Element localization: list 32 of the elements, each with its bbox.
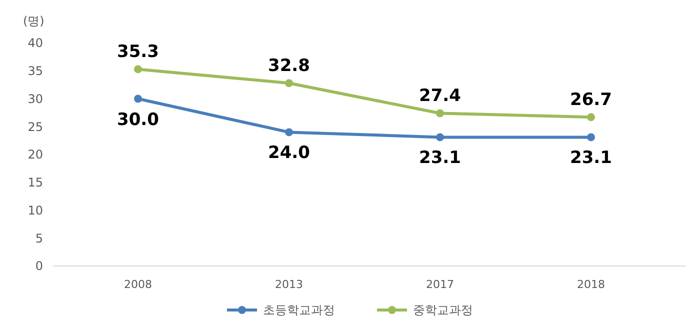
- y-tick-label: 10: [28, 203, 43, 218]
- data-label: 32.8: [268, 56, 310, 76]
- x-tick-label: 2017: [426, 278, 454, 291]
- point: [587, 133, 595, 142]
- point: [285, 128, 293, 136]
- data-label: 24.0: [268, 143, 310, 164]
- point: [285, 79, 293, 88]
- data-label: 23.1: [419, 148, 461, 168]
- legend-label: 중학교과정: [413, 303, 473, 318]
- y-tick-label: 30: [28, 92, 43, 106]
- y-tick-label: 25: [28, 120, 43, 134]
- data-label: 35.3: [117, 42, 159, 62]
- point: [587, 113, 595, 122]
- legend-label: 초등학교과정: [263, 303, 335, 318]
- y-tick-label: 0: [35, 259, 43, 274]
- data-label: 30.0: [117, 110, 160, 130]
- point: [134, 94, 142, 103]
- x-tick-label: 2013: [275, 278, 303, 291]
- point: [436, 109, 444, 118]
- point: [436, 133, 444, 142]
- data-label: 27.4: [419, 86, 462, 106]
- point: [134, 65, 142, 74]
- y-axis-title: (명): [23, 14, 44, 28]
- y-tick-label: 40: [28, 36, 43, 50]
- y-tick-label: 5: [35, 231, 43, 246]
- y-tick-label: 15: [28, 176, 43, 190]
- y-tick-label: 35: [28, 64, 43, 78]
- y-tick-label: 20: [28, 148, 43, 162]
- data-label: 26.7: [570, 90, 612, 110]
- x-tick-label: 2018: [577, 278, 605, 291]
- data-label: 23.1: [570, 148, 612, 168]
- x-tick-label: 2008: [124, 278, 152, 291]
